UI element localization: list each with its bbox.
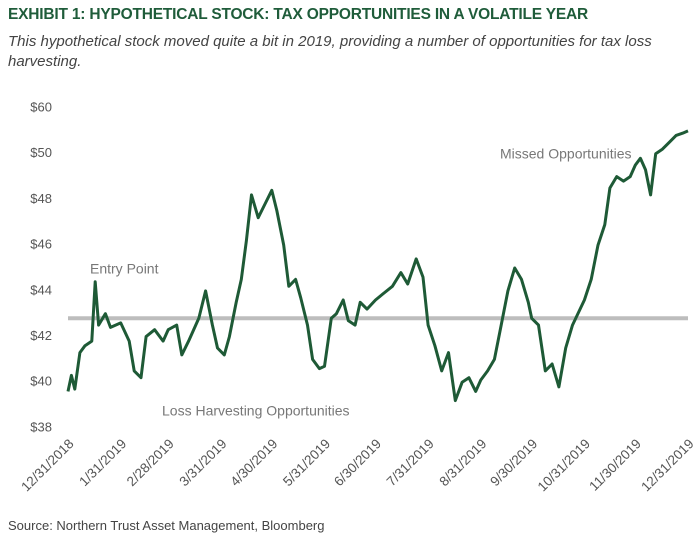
x-tick-label: 7/31/2019 [384,436,437,489]
x-tick-label: 8/31/2019 [436,436,489,489]
y-tick-label: $60 [30,99,52,114]
y-tick-label: $50 [30,145,52,160]
x-tick-label: 2/28/2019 [124,436,177,489]
chart: Entry Point Missed Opportunities Loss Ha… [18,99,696,494]
chart-subtitle: This hypothetical stock moved quite a bi… [8,33,652,70]
y-tick-label: $42 [30,328,52,343]
x-tick-label: 4/30/2019 [227,436,280,489]
x-tick-label: 9/30/2019 [487,436,540,489]
y-tick-label: $44 [30,282,52,297]
x-tick-label: 5/31/2019 [280,436,333,489]
source-note: Source: Northern Trust Asset Management,… [8,518,325,533]
x-tick-label: 11/30/2019 [586,436,644,494]
y-tick-label: $38 [30,419,52,434]
annotation: Entry Point [90,261,159,277]
x-tick-label: 6/30/2019 [331,436,384,489]
annotation: Loss Harvesting Opportunities [162,403,350,419]
y-tick-label: $48 [30,191,52,206]
annotation: Missed Opportunities [500,146,632,162]
price-line [66,129,689,403]
y-tick-label: $40 [30,374,52,389]
y-tick-label: $46 [30,237,52,252]
x-tick-label: 12/31/2018 [18,436,76,494]
chart-title: EXHIBIT 1: HYPOTHETICAL STOCK: TAX OPPOR… [8,6,588,23]
x-tick-label: 1/31/2019 [76,436,129,489]
x-tick-label: 3/31/2019 [176,436,229,489]
x-tick-label: 10/31/2019 [535,436,593,494]
x-tick-label: 12/31/2019 [638,436,696,494]
